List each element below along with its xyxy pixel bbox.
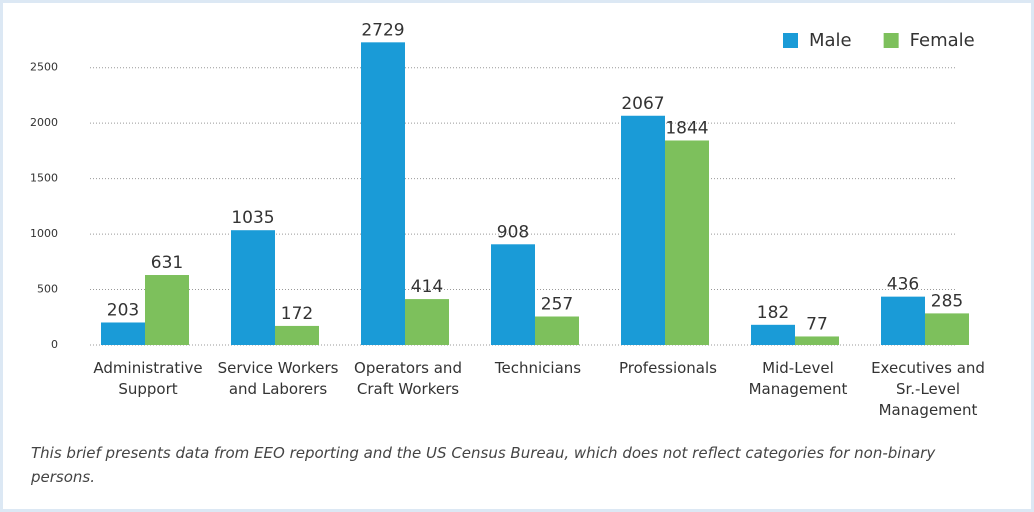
y-tick-label: 500 — [37, 283, 58, 296]
y-tick-label: 1000 — [30, 227, 58, 240]
x-tick-label: Administrative Support — [93, 359, 203, 398]
value-label: 77 — [806, 314, 828, 334]
value-label: 203 — [107, 300, 139, 320]
legend-swatch — [883, 33, 899, 48]
value-label: 1035 — [231, 208, 274, 228]
value-label: 631 — [151, 253, 183, 273]
x-tick-label: Technicians — [494, 359, 582, 377]
bar — [405, 299, 449, 345]
x-tick-label: Mid-Level Management — [748, 359, 848, 398]
value-label: 2729 — [361, 20, 404, 40]
bar — [795, 336, 839, 345]
y-tick-label: 2000 — [30, 116, 58, 129]
bar — [925, 313, 969, 345]
legend-label: Female — [910, 30, 975, 51]
bar — [145, 275, 189, 345]
y-tick-label: 1500 — [30, 172, 58, 185]
value-label: 908 — [497, 222, 529, 242]
y-tick-label: 0 — [51, 338, 58, 351]
legend-swatch — [783, 33, 798, 48]
value-label: 2067 — [621, 94, 664, 114]
value-label: 182 — [757, 303, 789, 323]
bar — [621, 115, 665, 345]
bar — [881, 296, 925, 345]
bar — [361, 42, 405, 345]
y-tick-label: 2500 — [30, 61, 58, 74]
x-tick-label: Professionals — [619, 359, 717, 377]
value-label: 414 — [411, 277, 443, 297]
x-tick-label: Operators and Craft Workers — [354, 359, 462, 398]
legend-label: Male — [809, 30, 852, 51]
value-label: 257 — [541, 294, 573, 314]
value-label: 1844 — [665, 118, 708, 138]
plot: 0 500 1000 1500 2000 2500 203 631 1035 172 2729 414… — [30, 20, 975, 351]
bar — [491, 244, 535, 345]
bar — [275, 325, 319, 345]
bar — [101, 322, 145, 345]
note: This brief presents data from EEO report… — [31, 444, 936, 486]
value-label: 172 — [281, 304, 313, 324]
bar — [535, 316, 579, 345]
x-tick-label: Service Workers and Laborers — [217, 359, 339, 398]
x-tick-label: Executives and Sr.-Level Management — [871, 359, 985, 419]
value-label: 285 — [931, 291, 963, 311]
bar — [231, 230, 275, 345]
bar — [751, 324, 795, 345]
bar — [665, 140, 709, 345]
value-label: 436 — [887, 275, 919, 295]
